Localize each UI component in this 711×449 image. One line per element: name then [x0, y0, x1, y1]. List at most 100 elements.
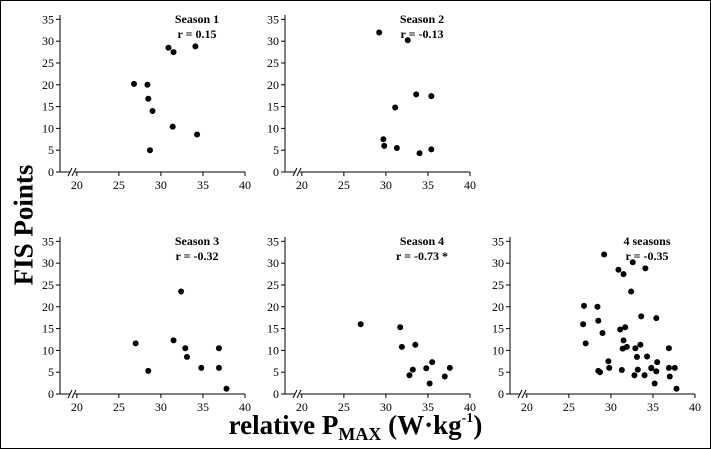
- data-point: [406, 372, 413, 379]
- data-point: [620, 337, 627, 344]
- x-tick-label: 30: [155, 400, 167, 414]
- data-point: [392, 104, 399, 111]
- data-point: [629, 259, 636, 266]
- y-tick-label: 30: [42, 256, 54, 270]
- data-point: [671, 364, 678, 371]
- data-point: [397, 324, 404, 331]
- y-tick-label: 15: [492, 322, 504, 336]
- panel-title: Season 2: [400, 12, 444, 26]
- data-point: [131, 80, 137, 87]
- x-tick-label: 20: [71, 400, 83, 414]
- x-tick-label: 40: [464, 400, 476, 414]
- y-tick-label: 5: [273, 143, 279, 157]
- y-tick-label: 15: [42, 322, 54, 336]
- y-tick-label: 20: [267, 300, 279, 314]
- data-point: [642, 265, 649, 272]
- axis-break-mark: [292, 167, 298, 177]
- data-point: [666, 373, 673, 380]
- data-point: [429, 359, 436, 366]
- axis-break-mark: [521, 389, 527, 399]
- y-tick-label: 15: [267, 100, 279, 114]
- data-point: [170, 49, 177, 56]
- x-tick-label: 40: [689, 400, 701, 414]
- data-point: [409, 366, 416, 373]
- data-point: [441, 373, 448, 380]
- data-point: [582, 340, 589, 347]
- x-tick-label: 25: [113, 400, 125, 414]
- y-tick-label: 30: [267, 256, 279, 270]
- y-tick-label: 25: [42, 278, 54, 292]
- y-tick-label: 5: [273, 365, 279, 379]
- data-point: [192, 43, 199, 50]
- x-tick-label: 40: [464, 178, 476, 192]
- data-point: [633, 353, 640, 360]
- axis-break-mark: [292, 389, 298, 399]
- y-tick-label: 0: [48, 387, 54, 401]
- x-tick-label: 35: [422, 400, 434, 414]
- data-point: [165, 44, 172, 51]
- scatter-panel-1: 0 5 10 15 20 25 30 35 20 25 30 35 40 Season 1r = 0.15: [42, 12, 251, 192]
- data-point: [170, 337, 177, 344]
- axis-break-mark: [517, 389, 523, 399]
- axis-break-gap: [70, 169, 75, 175]
- y-tick-label: 0: [48, 165, 54, 179]
- data-point: [595, 367, 602, 374]
- correlation-label: r = -0.13: [401, 27, 444, 41]
- x-axis-title-subscript: MAX: [338, 424, 382, 444]
- x-tick-label: 35: [197, 178, 209, 192]
- y-tick-label: 15: [42, 100, 54, 114]
- data-point: [653, 315, 660, 322]
- panel-title: Season 3: [175, 234, 219, 248]
- x-tick-label: 30: [155, 178, 167, 192]
- y-tick-label: 25: [267, 278, 279, 292]
- x-tick-label: 25: [113, 178, 125, 192]
- data-point: [215, 345, 222, 352]
- x-tick-label: 20: [296, 400, 308, 414]
- y-tick-label: 10: [42, 121, 54, 135]
- y-tick-label: 10: [492, 343, 504, 357]
- y-tick-label: 30: [42, 34, 54, 48]
- axis-break-gap: [520, 391, 525, 397]
- y-tick-label: 30: [267, 34, 279, 48]
- data-point: [183, 353, 190, 360]
- x-axis-title: relative PMAX (W·kg-1): [0, 410, 711, 444]
- data-point: [376, 29, 383, 36]
- data-point: [632, 345, 639, 352]
- correlation-label: r = -0.35: [626, 249, 669, 263]
- y-tick-label: 20: [267, 78, 279, 92]
- data-point: [413, 91, 420, 98]
- data-point: [638, 313, 645, 320]
- data-point: [615, 266, 622, 273]
- scatter-panel-4: 0 5 10 15 20 25 30 35 20 25 30 35 40 Season 4r = -0.7…: [267, 234, 476, 414]
- data-point: [634, 366, 641, 373]
- data-point: [393, 145, 400, 152]
- axis-break-mark: [71, 167, 77, 177]
- data-point: [665, 345, 672, 352]
- data-point: [618, 367, 625, 374]
- y-tick-label: 20: [492, 300, 504, 314]
- y-tick-label: 35: [267, 12, 279, 26]
- y-tick-label: 30: [492, 256, 504, 270]
- x-axis-title-exponent: -1: [461, 411, 474, 426]
- x-tick-label: 30: [380, 178, 392, 192]
- data-point: [654, 359, 661, 366]
- x-tick-label: 40: [239, 400, 251, 414]
- y-tick-label: 25: [42, 56, 54, 70]
- data-point: [617, 326, 624, 333]
- data-point: [601, 251, 608, 258]
- data-point: [641, 372, 648, 379]
- data-point: [637, 341, 644, 348]
- data-point: [145, 95, 152, 102]
- axis-break-mark: [67, 389, 73, 399]
- x-tick-label: 20: [521, 400, 533, 414]
- data-point: [132, 340, 139, 347]
- data-point: [606, 364, 613, 371]
- y-tick-label: 25: [492, 278, 504, 292]
- axis-break-gap: [70, 391, 75, 397]
- data-point: [644, 353, 651, 360]
- y-tick-label: 35: [42, 12, 54, 26]
- data-point: [581, 302, 587, 309]
- data-point: [631, 372, 638, 379]
- scatter-panel-2: 0 5 10 15 20 25 30 35 20 25 30 35 40 Season 2r = -0.1…: [267, 12, 476, 192]
- data-point: [594, 303, 601, 310]
